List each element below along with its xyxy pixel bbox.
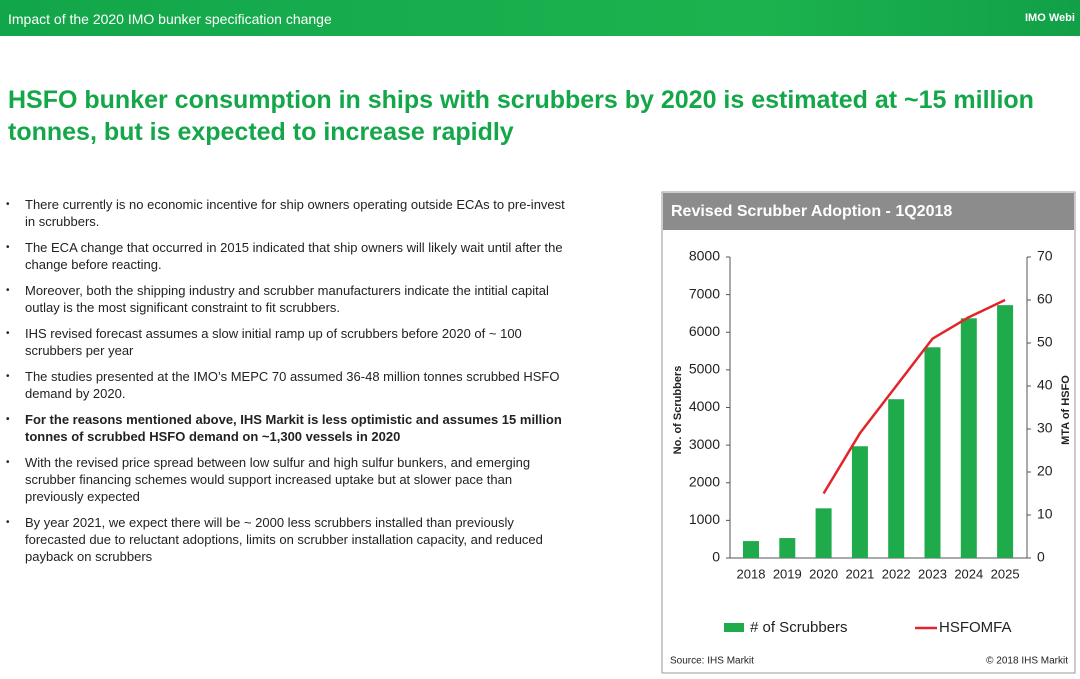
bar [779,538,796,558]
y-tick-label: 0 [712,549,720,565]
bullet: For the reasons mentioned above, IHS Mar… [6,411,566,445]
y2-tick-label: 10 [1037,506,1053,522]
y2-tick-label: 50 [1037,334,1053,350]
y-tick-label: 4000 [689,398,720,414]
bar [851,446,868,558]
y2-axis-label: MTA of HSFO [1060,375,1072,445]
legend-swatch [724,623,744,632]
legend-label: HSFOMFA [939,619,1012,636]
x-tick-label: 2025 [991,566,1020,581]
y-tick-label: 1000 [689,511,720,527]
bar [960,318,977,558]
x-tick-label: 2022 [882,566,911,581]
source: Source: IHS Markit [670,656,754,667]
y-tick-label: 7000 [689,285,720,301]
legend-label: # of Scrubbers [750,619,848,636]
y-tick-label: 2000 [689,473,720,489]
y2-tick-label: 70 [1037,248,1053,264]
chart-title-bar [663,193,1074,230]
y2-tick-label: 30 [1037,420,1053,436]
headline: HSFO bunker consumption in ships with sc… [8,84,1080,148]
y-tick-label: 3000 [689,436,720,452]
y2-tick-label: 40 [1037,377,1053,393]
bar [924,347,941,558]
y2-tick-label: 20 [1037,463,1053,479]
y-tick-label: 8000 [689,248,720,264]
bar [815,508,832,558]
header-right: IMO Webi [1025,12,1075,24]
x-tick-label: 2021 [845,566,874,581]
headline-line: tonnes, but is expected to increase rapi… [8,118,514,146]
chart-title: Revised Scrubber Adoption - 1Q2018 [671,203,952,220]
x-tick-label: 2019 [773,566,802,581]
y-axis-label: No. of Scrubbers [672,366,684,455]
y2-tick-label: 60 [1037,291,1053,307]
bullet: The ECA change that occurred in 2015 ind… [6,239,566,273]
bar [888,399,905,558]
header-title: Impact of the 2020 IMO bunker specificat… [8,11,332,27]
x-tick-label: 2024 [954,566,983,581]
bullet: IHS revised forecast assumes a slow init… [6,325,566,359]
line [822,298,1006,495]
bullet: By year 2021, we expect there will be ~ … [6,514,566,565]
bar [997,305,1014,558]
headline-line: HSFO bunker consumption in ships with sc… [8,86,1034,114]
bullet: The studies presented at the IMO’s MEPC … [6,368,566,402]
y-tick-label: 5000 [689,361,720,377]
bullet: There currently is no economic incentive… [6,196,566,230]
chart-frame [661,191,1076,674]
bar [743,541,759,558]
x-tick-label: 2020 [809,566,838,581]
bullet: Moreover, both the shipping industry and… [6,282,566,316]
y-tick-label: 6000 [689,323,720,339]
y2-tick-label: 0 [1037,549,1045,565]
x-tick-label: 2023 [918,566,947,581]
header-bar: Impact of the 2020 IMO bunker specificat… [0,0,1080,36]
bullet-list: There currently is no economic incentive… [6,196,566,574]
x-tick-label: 2018 [737,566,766,581]
copyright: © 2018 IHS Markit [986,656,1068,667]
bullet: With the revised price spread between lo… [6,454,566,505]
